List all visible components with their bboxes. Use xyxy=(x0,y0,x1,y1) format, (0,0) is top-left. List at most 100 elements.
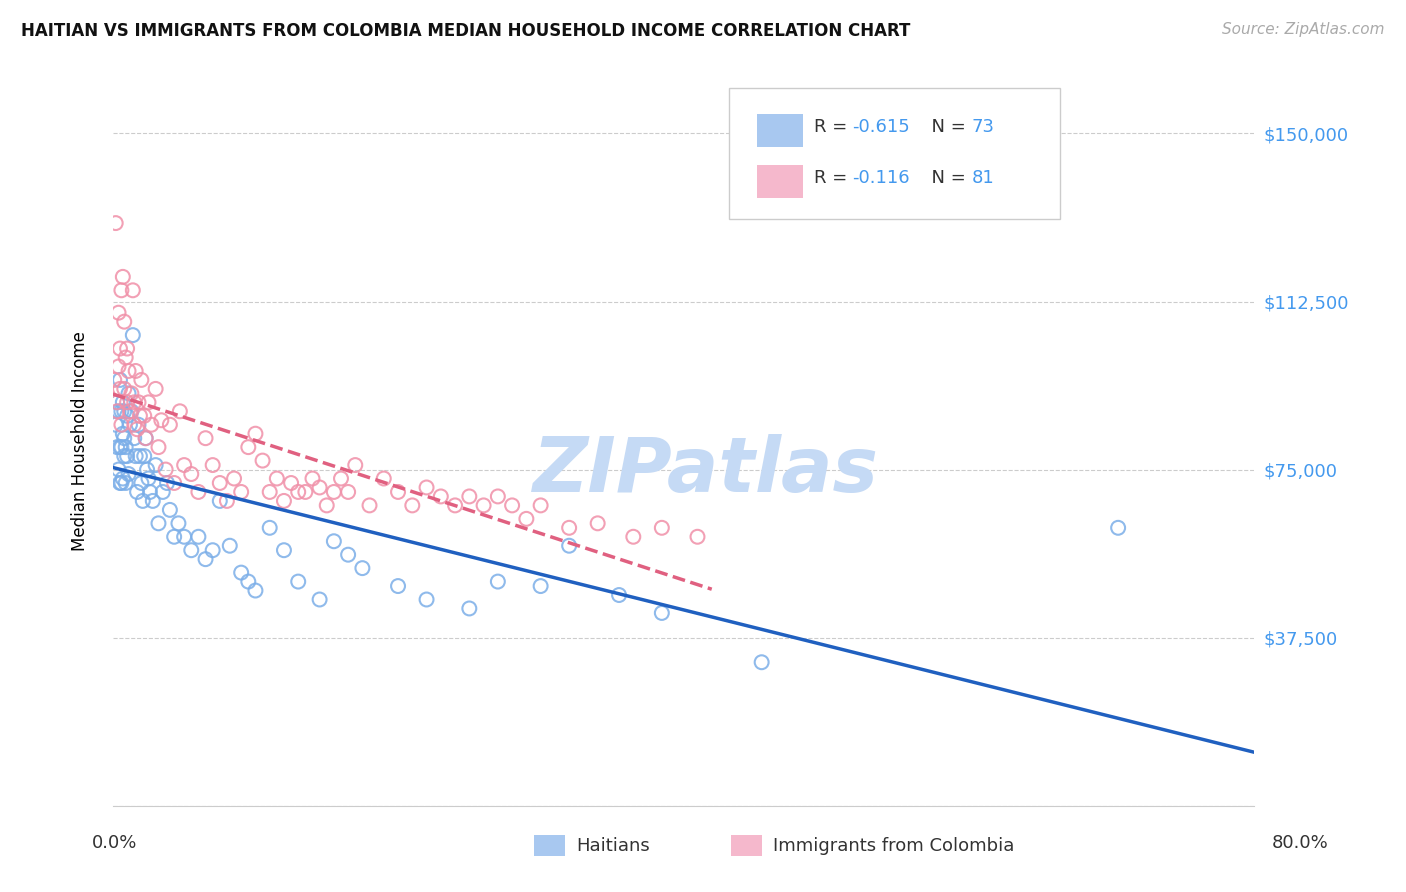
Point xyxy=(110,475,132,490)
Point xyxy=(115,449,138,463)
Point xyxy=(315,499,337,513)
Point xyxy=(156,475,179,490)
Point xyxy=(132,494,155,508)
Point xyxy=(173,458,195,472)
Point xyxy=(458,601,481,615)
Point xyxy=(110,404,132,418)
Point xyxy=(387,579,409,593)
Point xyxy=(558,539,581,553)
Text: 0.0%: 0.0% xyxy=(91,834,136,852)
Point xyxy=(148,440,170,454)
Point xyxy=(108,475,131,490)
Point xyxy=(138,471,160,485)
Point xyxy=(218,539,240,553)
Point xyxy=(159,417,181,432)
Text: ZIPatlas: ZIPatlas xyxy=(533,434,879,508)
Point xyxy=(117,386,139,401)
Point xyxy=(180,543,202,558)
Point xyxy=(308,480,330,494)
Point xyxy=(117,467,139,481)
Point xyxy=(238,440,260,454)
Text: Haitians: Haitians xyxy=(576,837,650,855)
Point xyxy=(111,426,134,441)
Point xyxy=(322,485,344,500)
Point xyxy=(387,485,409,500)
Point xyxy=(107,306,129,320)
Point xyxy=(245,426,267,441)
Point xyxy=(155,462,177,476)
Point xyxy=(344,458,367,472)
Point xyxy=(359,499,381,513)
Point xyxy=(266,471,288,485)
Point xyxy=(401,499,423,513)
Text: N =: N = xyxy=(921,169,972,187)
Point xyxy=(112,404,135,418)
Point xyxy=(135,431,157,445)
Point xyxy=(131,373,153,387)
Point xyxy=(167,516,190,531)
Point xyxy=(486,574,509,589)
Point xyxy=(115,409,138,423)
Point xyxy=(1107,521,1129,535)
Point xyxy=(337,548,360,562)
Point xyxy=(127,485,149,500)
Point xyxy=(180,467,202,481)
Point xyxy=(651,606,673,620)
Y-axis label: Median Household Income: Median Household Income xyxy=(72,332,89,551)
FancyBboxPatch shape xyxy=(728,88,1060,219)
Point xyxy=(294,485,316,500)
Point xyxy=(201,458,224,472)
Point xyxy=(128,395,150,409)
Point xyxy=(621,530,644,544)
Point xyxy=(222,471,245,485)
Point xyxy=(105,395,128,409)
Point xyxy=(558,521,581,535)
Text: HAITIAN VS IMMIGRANTS FROM COLOMBIA MEDIAN HOUSEHOLD INCOME CORRELATION CHART: HAITIAN VS IMMIGRANTS FROM COLOMBIA MEDI… xyxy=(21,22,911,40)
Point xyxy=(134,449,156,463)
Point xyxy=(107,462,129,476)
Point xyxy=(322,534,344,549)
Point xyxy=(108,440,131,454)
Point xyxy=(148,516,170,531)
Point xyxy=(122,395,145,409)
Point xyxy=(120,404,142,418)
Point xyxy=(122,417,145,432)
Point xyxy=(118,417,141,432)
Point xyxy=(515,512,537,526)
Point xyxy=(273,543,295,558)
Text: Immigrants from Colombia: Immigrants from Colombia xyxy=(773,837,1015,855)
Point xyxy=(121,328,143,343)
Point xyxy=(112,315,135,329)
Point xyxy=(105,440,128,454)
Point xyxy=(104,417,127,432)
Point xyxy=(129,449,152,463)
Point xyxy=(141,417,163,432)
Point xyxy=(252,453,274,467)
Text: 81: 81 xyxy=(972,169,994,187)
Point xyxy=(108,382,131,396)
Point xyxy=(287,574,309,589)
Point xyxy=(124,364,146,378)
Point xyxy=(111,269,134,284)
Point xyxy=(501,499,523,513)
Point xyxy=(194,552,217,566)
FancyBboxPatch shape xyxy=(758,114,803,146)
Text: Source: ZipAtlas.com: Source: ZipAtlas.com xyxy=(1222,22,1385,37)
Point xyxy=(194,431,217,445)
Text: 73: 73 xyxy=(972,118,995,136)
Point xyxy=(115,342,138,356)
Point xyxy=(128,417,150,432)
Point xyxy=(751,655,773,669)
Text: N =: N = xyxy=(921,118,972,136)
Text: -0.615: -0.615 xyxy=(852,118,910,136)
Point xyxy=(215,494,238,508)
Text: R =: R = xyxy=(814,118,853,136)
Point xyxy=(208,494,231,508)
Point xyxy=(352,561,374,575)
Point xyxy=(430,490,453,504)
Point xyxy=(127,422,149,436)
FancyBboxPatch shape xyxy=(758,165,803,198)
Point xyxy=(337,485,360,500)
Point xyxy=(152,485,174,500)
Point xyxy=(131,475,153,490)
